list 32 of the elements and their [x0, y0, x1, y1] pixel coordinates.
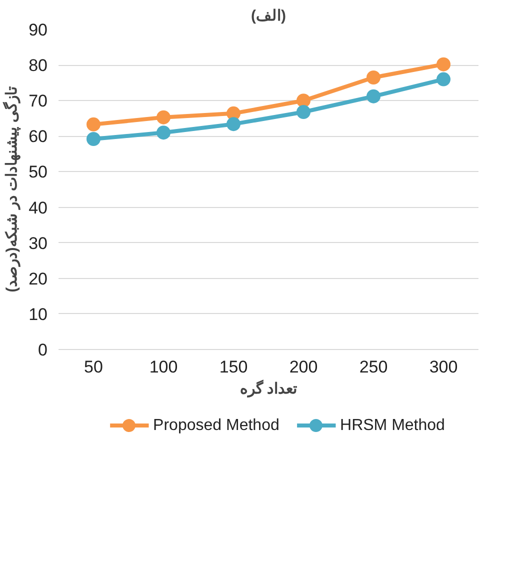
point [436, 57, 450, 72]
x-tick-label: 200 [289, 358, 318, 376]
y-tick-label: 60 [28, 127, 48, 146]
point [86, 132, 100, 146]
point [156, 110, 170, 124]
y-tick-label: 20 [28, 269, 48, 288]
point [226, 117, 240, 132]
y-tick-label: 90 [28, 20, 48, 40]
point [366, 89, 380, 104]
y-tick-label: 40 [28, 198, 48, 218]
point [86, 117, 100, 132]
x-axis-title: تعداد گره [240, 380, 298, 398]
y-tick-label: 50 [28, 162, 48, 182]
x-tick-label: 300 [429, 358, 458, 376]
point [296, 94, 310, 108]
y-tick-label: 80 [28, 56, 48, 76]
legend-label: HRSM Method [340, 417, 445, 434]
point [366, 70, 380, 84]
x-tick-label: 100 [149, 358, 178, 376]
x-tick-label: 250 [359, 358, 388, 376]
y-tick-label: 30 [28, 234, 48, 253]
y-tick-label: 10 [28, 304, 48, 324]
y-tick-label: 0 [38, 340, 48, 360]
y-axis-title: تازگی پیشنهادات در شبکه(درصد) [2, 86, 22, 292]
point [156, 126, 170, 140]
x-tick-label: 50 [84, 358, 103, 376]
x-tick-label: 150 [219, 358, 248, 376]
legend-label: Proposed Method [153, 417, 280, 434]
y-tick-label: 70 [28, 92, 48, 111]
point [296, 105, 310, 119]
point [436, 72, 450, 86]
chart-title: (الف) [251, 8, 286, 24]
